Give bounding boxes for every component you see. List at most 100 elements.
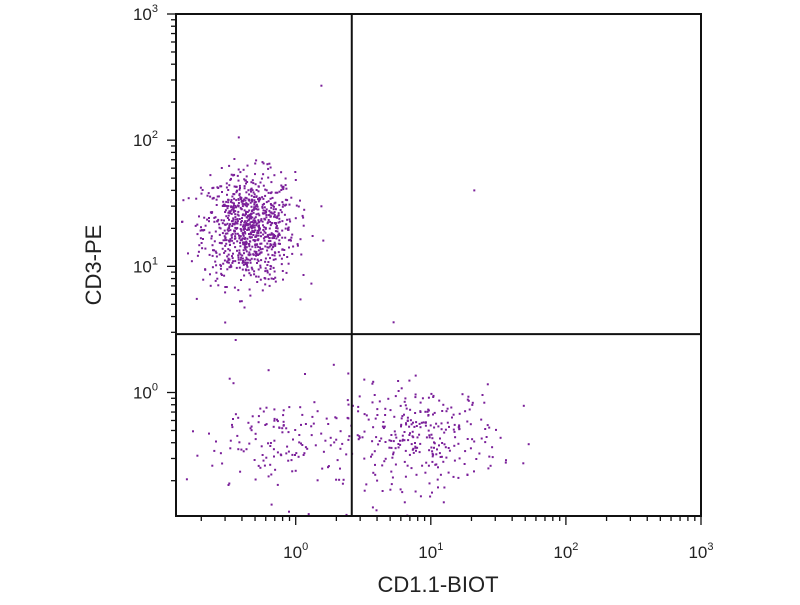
event-point [241, 257, 244, 260]
event-point [227, 229, 230, 232]
event-point [392, 321, 395, 324]
event-point [187, 197, 190, 200]
event-point [264, 245, 267, 248]
event-point [415, 449, 417, 452]
event-point [230, 205, 233, 208]
event-point [252, 253, 255, 256]
event-point [231, 255, 233, 258]
event-point [295, 204, 298, 207]
event-point [432, 396, 435, 398]
event-point [233, 286, 236, 289]
event-point [310, 434, 313, 437]
event-point [241, 205, 244, 208]
event-point [278, 426, 281, 429]
event-point [239, 470, 242, 473]
event-point [284, 177, 287, 180]
event-point [441, 442, 444, 444]
event-point [281, 205, 284, 208]
event-point [252, 230, 255, 233]
event-point [358, 436, 361, 439]
event-point [418, 433, 421, 436]
event-point [218, 241, 221, 244]
event-point [453, 459, 456, 462]
event-point [245, 258, 248, 261]
event-point [299, 406, 302, 409]
event-point [245, 224, 248, 227]
event-point [256, 281, 259, 283]
event-point [258, 199, 261, 202]
event-point [410, 423, 413, 426]
event-point [416, 446, 419, 449]
event-point [243, 203, 246, 206]
event-point [401, 491, 404, 494]
event-point [334, 416, 337, 419]
event-point [527, 443, 530, 446]
event-point [403, 400, 406, 403]
event-point [271, 196, 274, 199]
event-point [251, 231, 254, 233]
event-point [416, 436, 419, 439]
event-point [408, 425, 411, 428]
event-point [239, 187, 241, 189]
event-point [273, 251, 276, 254]
event-point [438, 444, 440, 447]
event-point [204, 268, 207, 271]
event-point [232, 260, 235, 263]
event-point [400, 425, 402, 428]
event-point [199, 229, 202, 232]
event-point [410, 467, 413, 470]
event-point [393, 415, 396, 418]
event-point [263, 212, 266, 215]
event-point [347, 403, 350, 406]
event-point [427, 414, 430, 416]
event-point [278, 239, 281, 242]
event-point [200, 226, 202, 229]
event-point [202, 278, 205, 281]
event-point [269, 203, 272, 205]
event-point [234, 216, 237, 219]
event-point [478, 452, 481, 455]
event-point [213, 240, 216, 243]
points-layer [181, 84, 530, 517]
event-point [266, 249, 269, 252]
event-point [269, 224, 272, 227]
event-point [261, 161, 264, 164]
event-point [433, 411, 436, 414]
event-point [224, 204, 227, 207]
event-point [234, 213, 237, 216]
event-point [320, 84, 323, 87]
event-point [372, 380, 375, 383]
event-point [259, 266, 262, 269]
event-point [428, 436, 431, 439]
event-point [231, 239, 234, 242]
event-point [276, 418, 278, 421]
event-point [473, 440, 476, 443]
event-point [277, 233, 280, 236]
event-point [254, 201, 257, 203]
event-point [261, 206, 264, 209]
event-point [250, 212, 253, 215]
event-point [418, 422, 421, 425]
x-tick-label: 101 [418, 541, 443, 562]
event-point [253, 273, 256, 276]
event-point [232, 217, 235, 220]
event-point [200, 229, 203, 232]
event-point [271, 254, 274, 257]
event-point [282, 188, 285, 191]
event-point [250, 425, 253, 428]
event-point [313, 401, 316, 404]
event-point [254, 239, 257, 242]
event-point [242, 200, 245, 202]
event-point [230, 236, 233, 239]
event-point [265, 216, 268, 219]
event-point [286, 218, 289, 221]
event-point [283, 249, 286, 251]
event-point [272, 245, 275, 248]
event-point [243, 246, 246, 249]
event-point [231, 225, 234, 227]
event-point [257, 234, 260, 237]
event-point [271, 212, 274, 215]
event-point [457, 476, 460, 479]
event-point [234, 413, 237, 416]
event-point [250, 429, 253, 432]
